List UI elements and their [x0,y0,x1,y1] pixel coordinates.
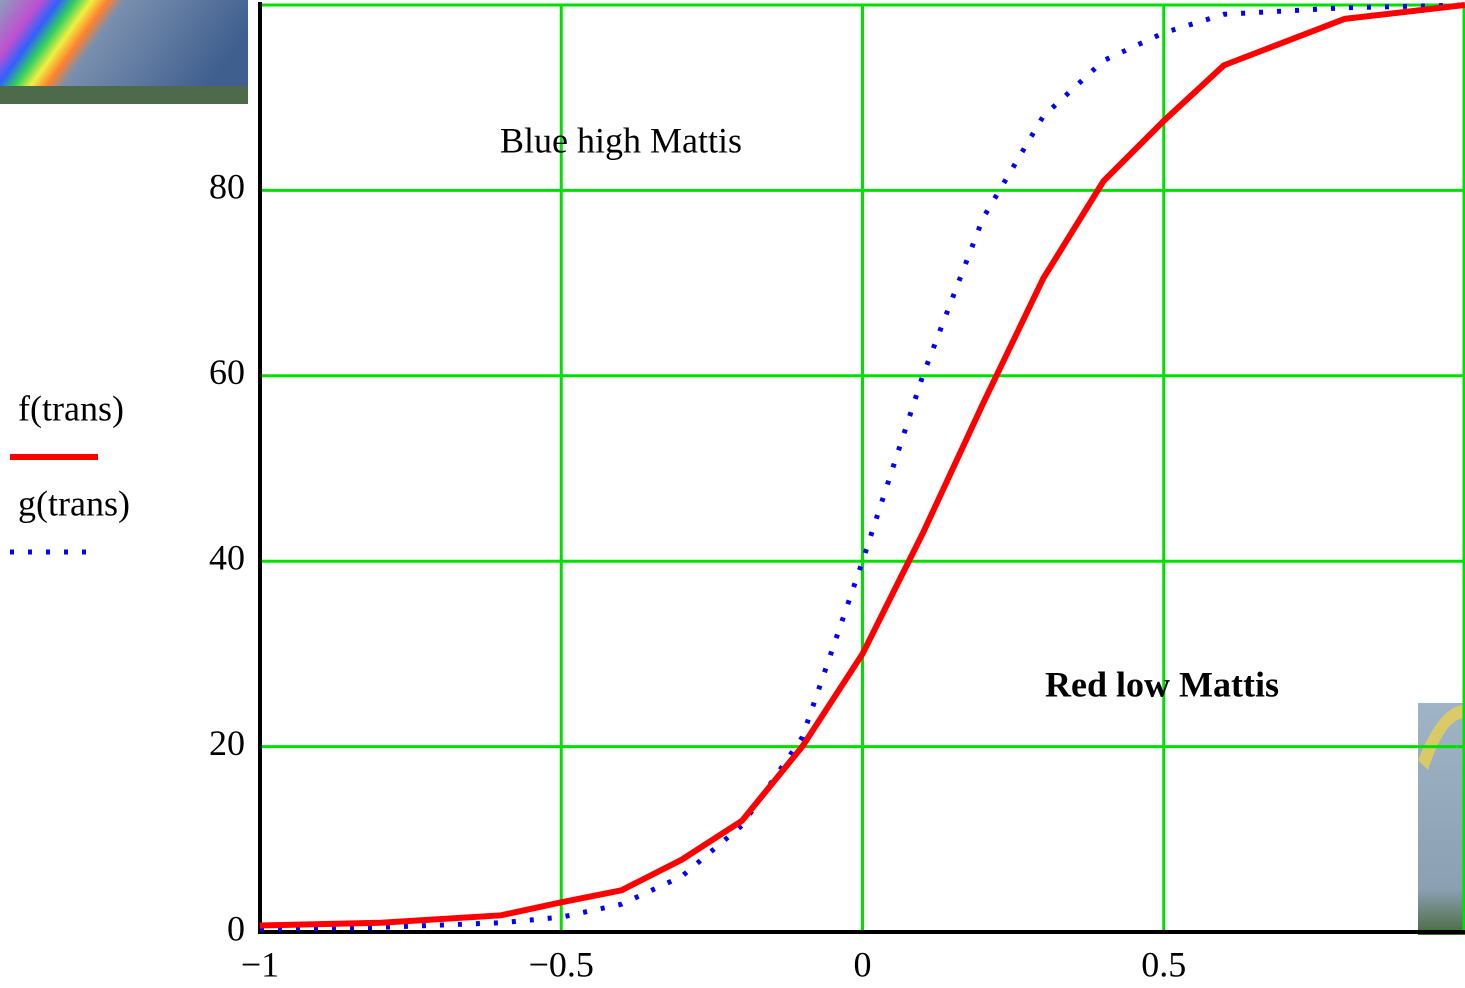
y-tick-label: 40 [209,537,245,577]
photo-top-left [0,0,248,104]
y-tick-label: 20 [209,723,245,763]
y-tick-label: 80 [209,167,245,207]
photo-bottom-right [1418,703,1465,935]
annotation-red: Red low Mattis [1045,664,1279,704]
annotation-blue: Blue high Mattis [500,120,742,160]
x-tick-label: 0 [854,944,872,984]
x-tick-label: −0.5 [529,944,594,984]
series-line [259,2,1465,929]
legend-label: g(trans) [18,483,130,523]
y-tick-label: 60 [209,352,245,392]
x-tick-label: 0.5 [1141,944,1186,984]
y-tick-label: 0 [227,908,245,948]
legend-label: f(trans) [18,388,124,428]
x-tick-label: −1 [241,944,279,984]
